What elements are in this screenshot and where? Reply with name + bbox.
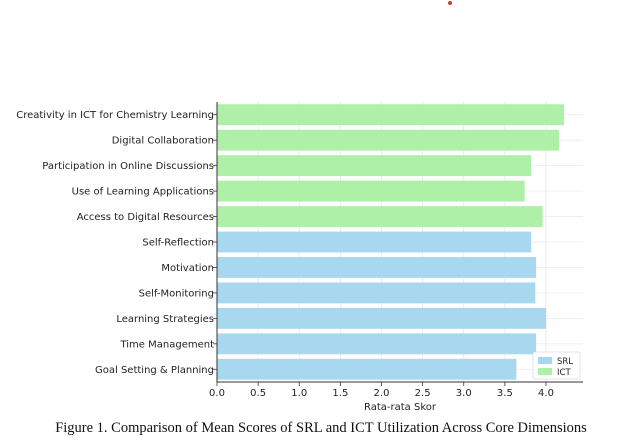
- bar-10: [217, 358, 517, 380]
- y-tick-label: Time Management: [119, 339, 214, 350]
- legend-swatch-srl: [538, 357, 552, 364]
- red-dot-mark: [448, 1, 452, 5]
- x-tick-label: 2.0: [374, 388, 390, 399]
- x-tick-label: 0.5: [250, 388, 266, 399]
- x-tick-label: 2.5: [415, 388, 431, 399]
- x-tick-label: 1.0: [291, 388, 307, 399]
- x-tick-label: 3.0: [456, 388, 472, 399]
- bar-chart: Creativity in ICT for Chemistry Learning…: [16, 102, 583, 413]
- bar-1: [217, 129, 560, 151]
- bar-9: [217, 333, 537, 355]
- bar-6: [217, 257, 537, 278]
- bar-3: [217, 180, 525, 202]
- legend-swatch-ict: [538, 368, 552, 375]
- bar-5: [217, 231, 532, 253]
- figure-caption: Figure 1. Comparison of Mean Scores of S…: [55, 420, 587, 436]
- x-tick-labels: 0.0 0.5 1.0 1.5 2.0 2.5 3.0 3.5 4.0: [209, 388, 554, 399]
- y-tick-label: Motivation: [161, 263, 214, 274]
- y-tick-label: Goal Setting & Planning: [95, 365, 214, 376]
- y-tick-label: Self-Monitoring: [139, 288, 214, 299]
- y-tick-label: Access to Digital Resources: [77, 212, 214, 223]
- bars: [217, 104, 565, 380]
- x-axis-label: Rata-rata Skor: [364, 402, 437, 413]
- y-tick-label: Participation in Online Discussions: [42, 161, 214, 172]
- y-tick-label: Learning Strategies: [116, 314, 214, 325]
- y-tick-label: Use of Learning Applications: [72, 187, 214, 198]
- bar-4: [217, 206, 543, 227]
- bar-8: [217, 307, 546, 329]
- x-tick-label: 3.5: [497, 388, 513, 399]
- x-tick-label: 4.0: [538, 388, 554, 399]
- bar-7: [217, 282, 536, 304]
- bar-2: [217, 155, 532, 177]
- y-tick-label: Digital Collaboration: [112, 136, 214, 147]
- axes: [213, 102, 583, 386]
- legend-label: SRL: [557, 357, 573, 367]
- legend-label: ICT: [557, 368, 571, 378]
- y-tick-labels: Creativity in ICT for Chemistry Learning…: [16, 110, 214, 376]
- y-tick-label: Creativity in ICT for Chemistry Learning: [16, 110, 214, 121]
- bar-0: [217, 104, 565, 126]
- x-tick-label: 1.5: [332, 388, 348, 399]
- y-tick-label: Self-Reflection: [142, 238, 214, 249]
- x-tick-label: 0.0: [209, 388, 225, 399]
